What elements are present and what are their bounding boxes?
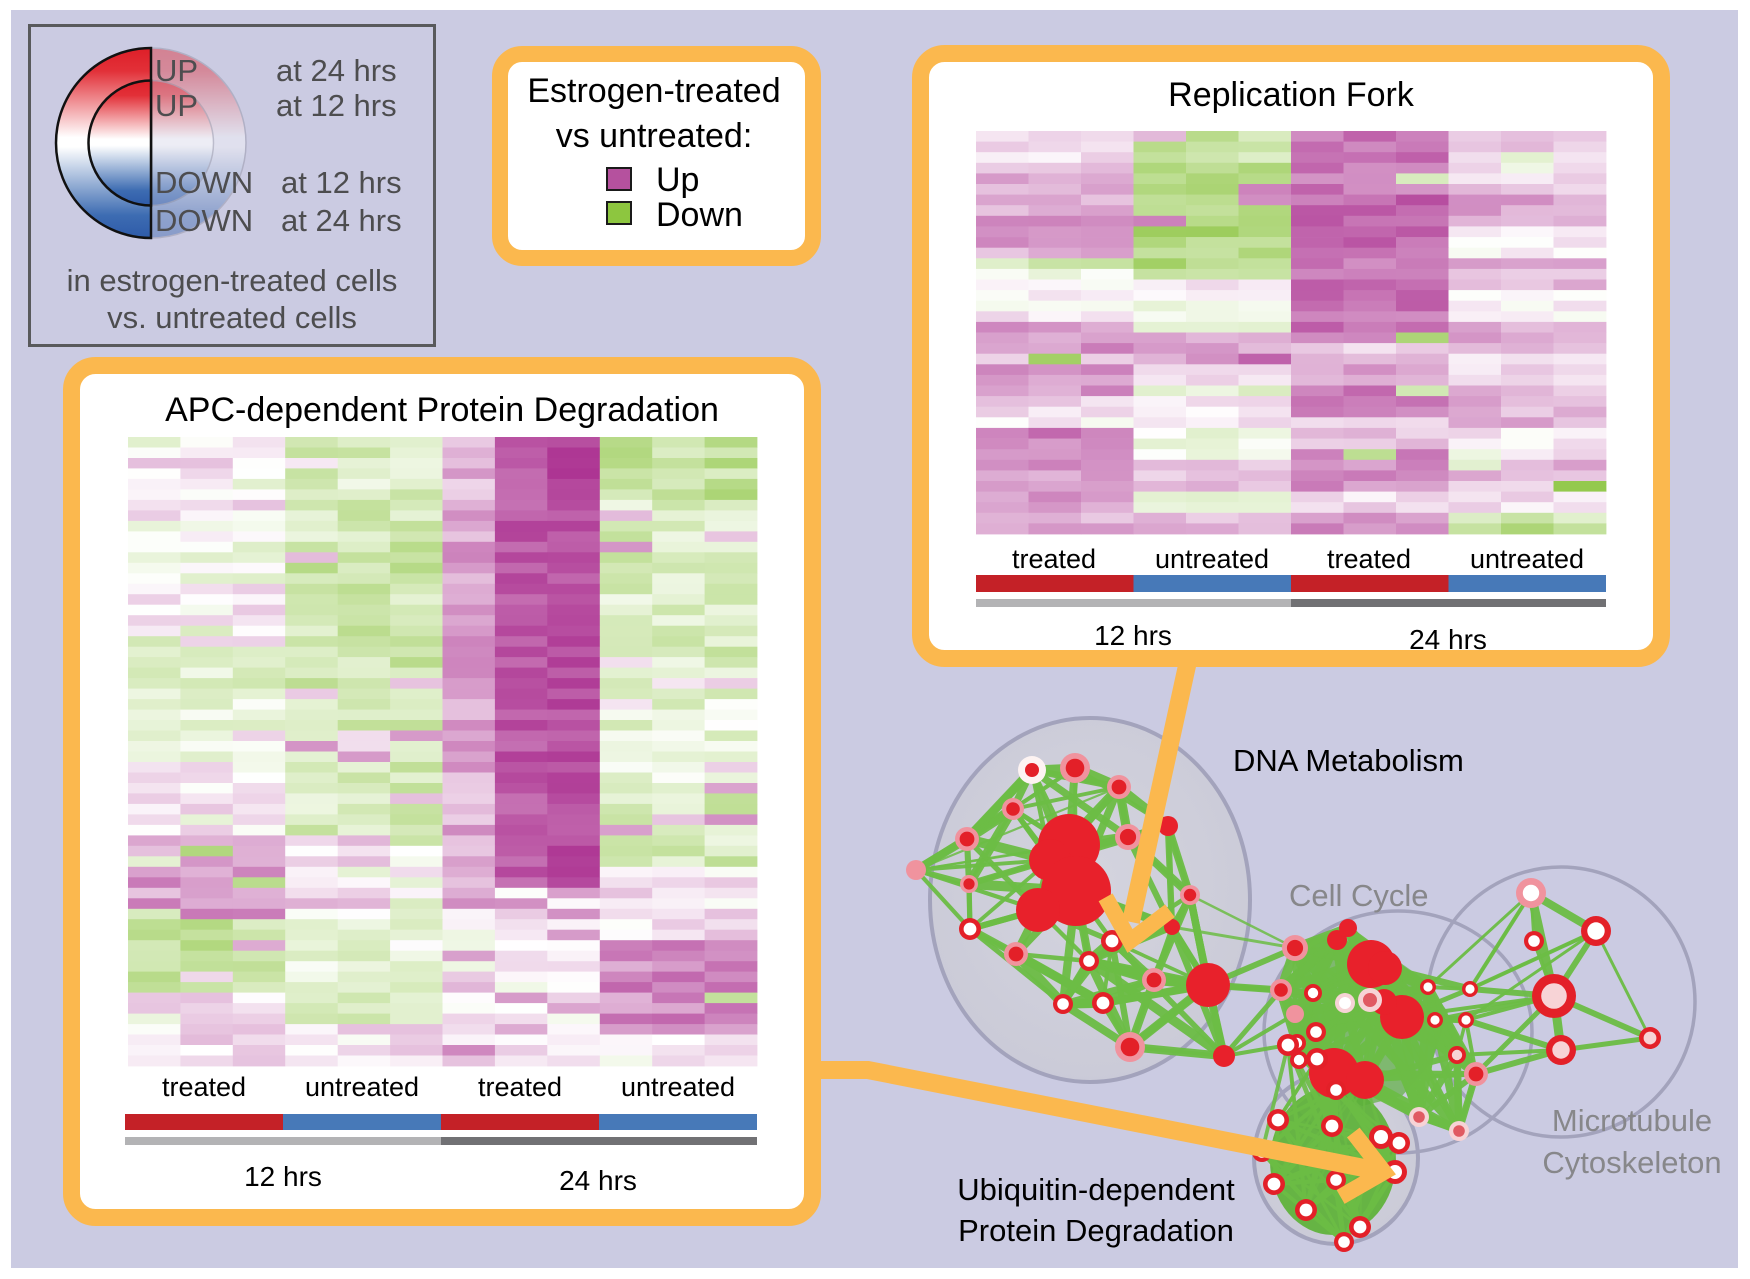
svg-text:24 hrs: 24 hrs [1409,624,1487,655]
svg-text:treated: treated [1327,544,1411,574]
svg-text:UP: UP [155,53,198,88]
svg-text:12 hrs: 12 hrs [244,1161,322,1192]
svg-text:treated: treated [162,1072,246,1102]
svg-text:vs. untreated cells: vs. untreated cells [107,300,357,335]
svg-text:Cell Cycle: Cell Cycle [1289,878,1429,913]
svg-text:at 12 hrs: at 12 hrs [276,88,397,123]
svg-text:Cytoskeleton: Cytoskeleton [1542,1145,1721,1180]
svg-text:Microtubule: Microtubule [1552,1103,1712,1138]
svg-text:Ubiquitin-dependent: Ubiquitin-dependent [957,1172,1235,1207]
svg-text:12 hrs: 12 hrs [1094,620,1172,651]
svg-text:Estrogen-treated: Estrogen-treated [527,72,780,110]
svg-text:untreated: untreated [305,1072,419,1102]
svg-text:vs untreated:: vs untreated: [556,117,753,155]
svg-text:DOWN: DOWN [155,165,253,200]
svg-text:untreated: untreated [621,1072,735,1102]
svg-text:Replication Fork: Replication Fork [1168,76,1415,114]
svg-text:DNA Metabolism: DNA Metabolism [1233,743,1464,778]
svg-text:24 hrs: 24 hrs [559,1165,637,1196]
svg-text:APC-dependent Protein Degradat: APC-dependent Protein Degradation [165,391,719,429]
svg-text:DOWN: DOWN [155,203,253,238]
svg-text:Up: Up [656,161,699,199]
svg-text:treated: treated [478,1072,562,1102]
svg-text:at 24 hrs: at 24 hrs [281,203,402,238]
svg-text:at 24 hrs: at 24 hrs [276,53,397,88]
svg-text:untreated: untreated [1470,544,1584,574]
svg-text:Protein Degradation: Protein Degradation [958,1213,1234,1248]
svg-text:treated: treated [1012,544,1096,574]
svg-text:at 12 hrs: at 12 hrs [281,165,402,200]
svg-text:in estrogen-treated cells: in estrogen-treated cells [67,263,398,298]
svg-text:UP: UP [155,88,198,123]
svg-text:Down: Down [656,196,743,234]
svg-text:untreated: untreated [1155,544,1269,574]
